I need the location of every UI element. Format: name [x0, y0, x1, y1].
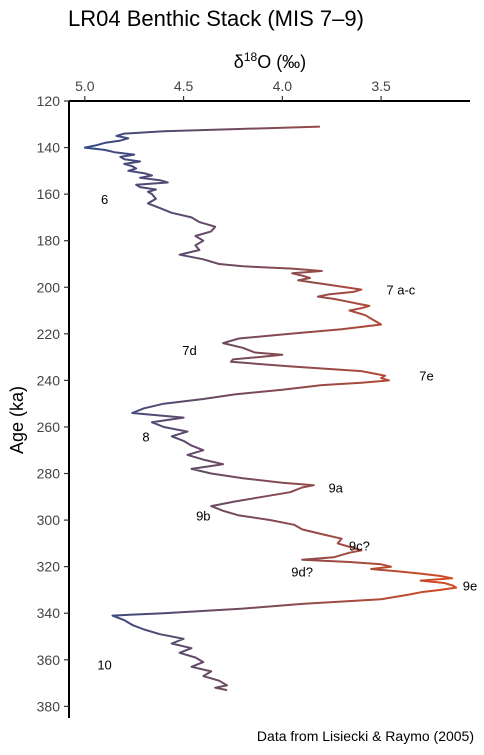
y-tick-label: 360	[37, 652, 61, 668]
y-tick-label: 180	[37, 233, 61, 249]
y-tick-label: 380	[37, 698, 61, 714]
y-tick-label: 300	[37, 512, 61, 528]
stage-label: 9e	[463, 578, 477, 593]
stage-label: 9c?	[349, 539, 370, 554]
y-axis: 120 140 160 180 200 220 240 260 280 300 320 340 360 3…	[37, 93, 70, 718]
x-axis-title-sup: 18	[244, 50, 258, 64]
chart-title: LR04 Benthic Stack (MIS 7–9)	[68, 6, 364, 31]
stage-label: 6	[101, 192, 108, 207]
stage-label: 9d?	[291, 564, 313, 579]
stage-label: 9a	[328, 480, 343, 495]
x-axis-title: δ18O (‰)	[234, 50, 306, 72]
stage-label: 7e	[419, 369, 433, 384]
d18o-line	[83, 125, 458, 692]
y-tick-label: 160	[37, 186, 61, 202]
y-tick-label: 320	[37, 559, 61, 575]
x-tick-label: 4.0	[273, 78, 293, 94]
y-tick-label: 220	[37, 326, 61, 342]
y-tick-label: 240	[37, 372, 61, 388]
annotation-layer: 6 7 a-c 7d 7e 8 9a 9b 9c? 9d? 9e 10	[97, 192, 477, 673]
series-layer	[83, 125, 458, 692]
stage-label: 8	[142, 429, 149, 444]
stage-label: 7d	[182, 343, 196, 358]
y-tick-label: 140	[37, 140, 61, 156]
x-tick-label: 5.0	[75, 78, 95, 94]
stage-label: 9b	[196, 508, 210, 523]
y-tick-label: 200	[37, 279, 61, 295]
x-tick-label: 3.5	[371, 78, 391, 94]
stage-label: 7 a-c	[386, 283, 415, 298]
stage-label: 10	[97, 657, 111, 672]
y-tick-label: 260	[37, 419, 61, 435]
chart-caption: Data from Lisiecki & Raymo (2005)	[256, 728, 474, 744]
y-tick-label: 280	[37, 466, 61, 482]
x-tick-label: 4.5	[174, 78, 194, 94]
y-tick-label: 340	[37, 605, 61, 621]
y-axis-title: Age (ka)	[7, 386, 27, 454]
x-axis-title-rest: O (‰)	[257, 52, 306, 72]
x-axis: 5.0 4.5 4.0 3.5	[69, 78, 470, 102]
y-tick-label: 120	[37, 93, 61, 109]
x-axis-title-base: δ	[234, 52, 244, 72]
